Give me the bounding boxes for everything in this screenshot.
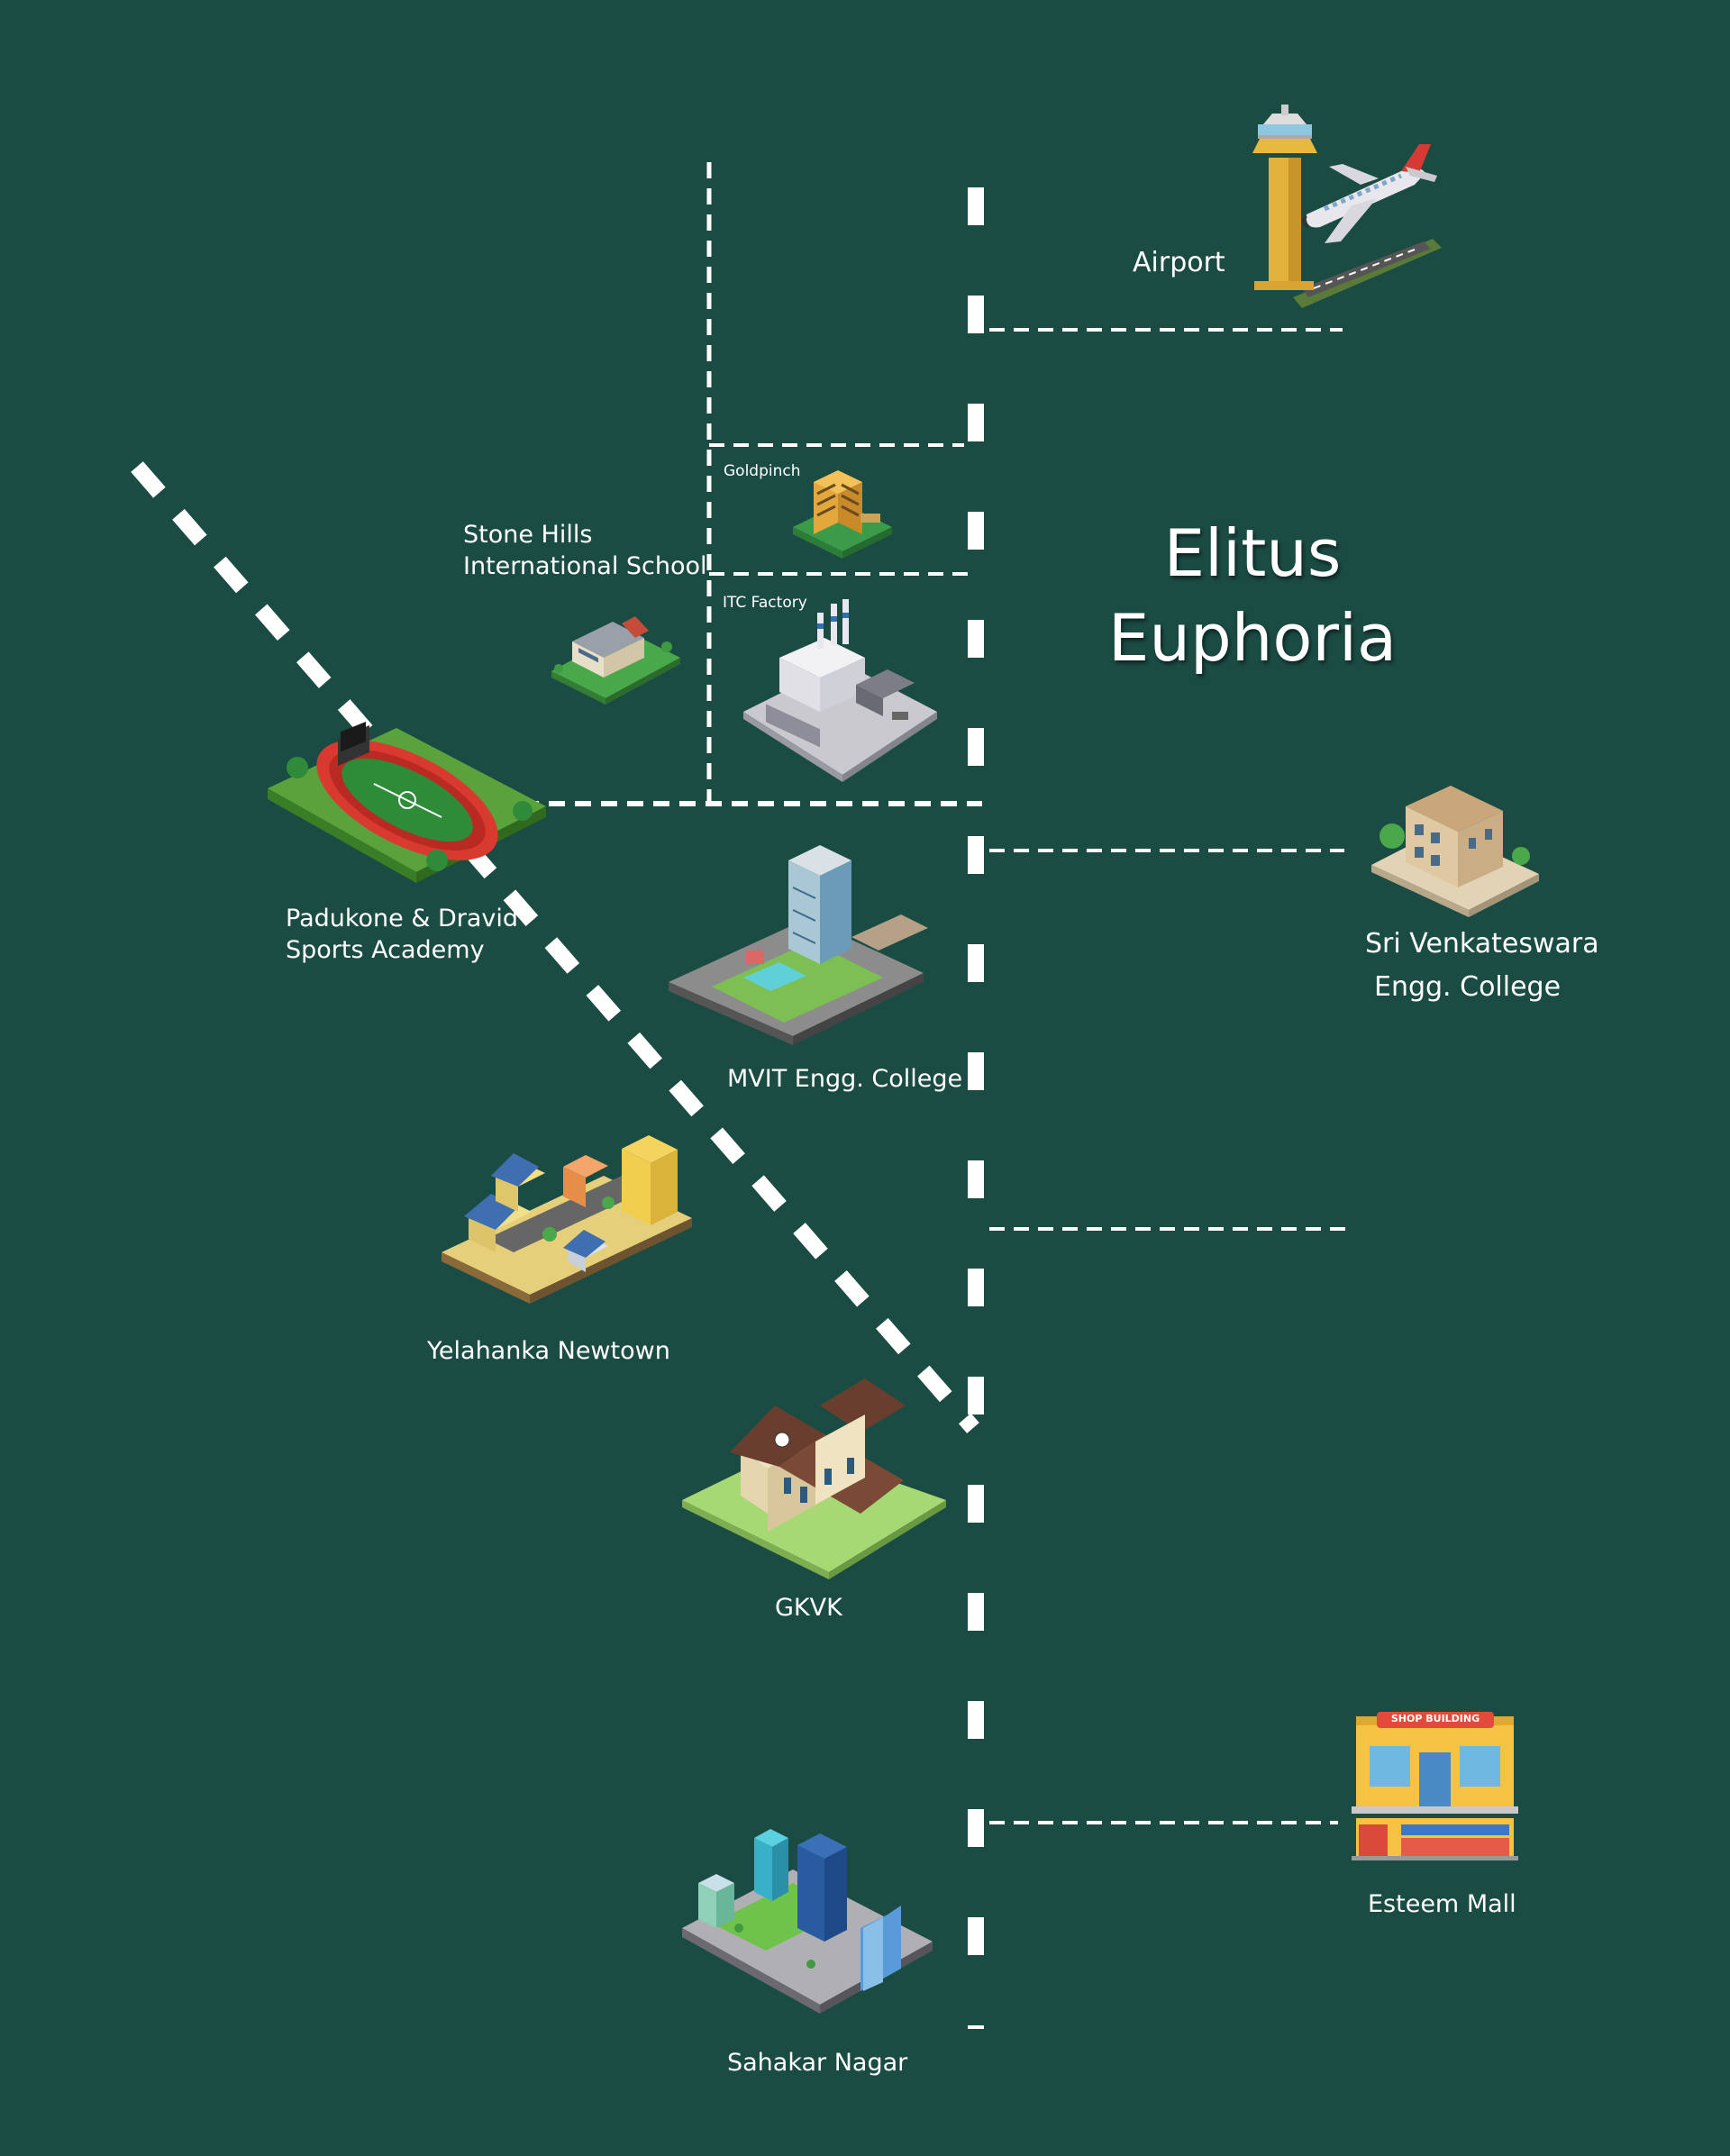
sahakar-nagar-label: Sahakar Nagar — [727, 2049, 908, 2077]
project-title-line1: Elitus — [1163, 515, 1342, 591]
esteem-mall-icon — [1352, 1712, 1518, 1860]
gkvk-icon — [682, 1378, 946, 1579]
stone-hills-label-line2: International School — [463, 552, 707, 581]
sahakar-nagar-icon — [682, 1829, 933, 2014]
stone-hills-label-line1: Stone Hills — [463, 521, 593, 549]
gkvk-label: GKVK — [775, 1594, 842, 1622]
diagonal-road — [131, 461, 979, 1433]
itc-factory-icon — [743, 599, 937, 782]
padukone-label: Padukone & Dravid Sports Academy — [286, 903, 518, 966]
stone-hills-label: Stone Hills International School — [463, 519, 707, 582]
goldpinch-label: Goldpinch — [724, 462, 801, 480]
yelahanka-newtown-icon — [442, 1135, 692, 1304]
project-title-line2: Euphoria — [1107, 599, 1398, 676]
airport-label: Airport — [1133, 247, 1225, 278]
sri-venkateswara-college-icon — [1371, 786, 1539, 917]
shop-sign: SHOP BUILDING — [1390, 1713, 1480, 1724]
project-title: Elitus Euphoria — [1063, 512, 1442, 680]
padukone-label-line1: Padukone & Dravid — [286, 905, 519, 932]
sri-venkateswara-label: Sri Venkateswara Engg. College — [1365, 923, 1599, 1009]
mvit-label: MVIT Engg. College — [727, 1065, 963, 1093]
stadium-icon — [268, 721, 546, 883]
esteem-mall-label: Esteem Mall — [1368, 1890, 1516, 1918]
airport-icon — [1252, 105, 1442, 308]
sri-venkateswara-label-line2: Engg. College — [1374, 971, 1562, 1003]
goldpinch-building-icon — [793, 470, 892, 559]
yelahanka-label: Yelahanka Newtown — [427, 1337, 670, 1365]
stone-hills-school-icon — [551, 616, 680, 705]
mvit-college-icon — [669, 845, 928, 1045]
itc-factory-label: ITC Factory — [723, 594, 807, 612]
sri-venkateswara-label-line1: Sri Venkateswara — [1365, 928, 1599, 960]
padukone-label-line2: Sports Academy — [286, 936, 485, 965]
